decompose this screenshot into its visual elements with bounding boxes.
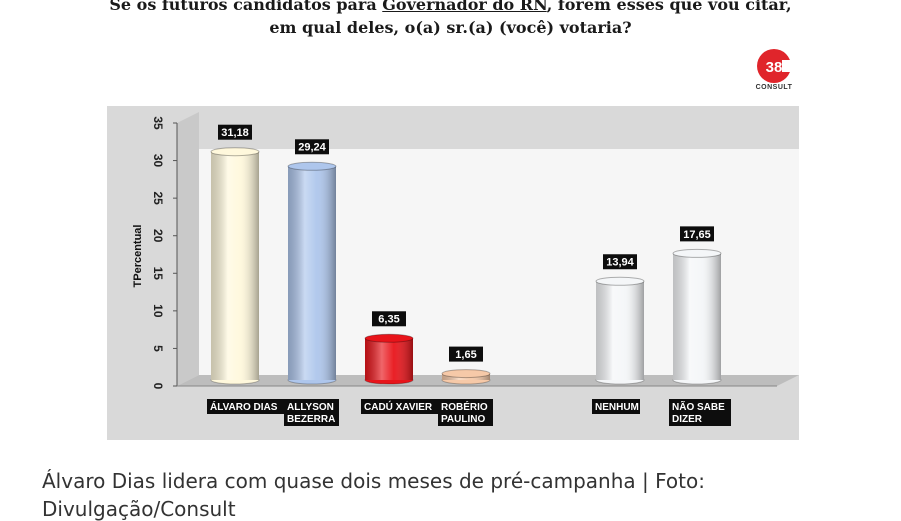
y-tick-label: 15	[151, 267, 165, 281]
data-label: 13,94	[606, 257, 634, 269]
category-label: ALLYSON	[287, 402, 334, 413]
data-label: 17,65	[683, 229, 711, 241]
y-axis-label: TPercentual	[132, 225, 144, 288]
category-label-box	[284, 399, 339, 426]
chart-title-line2: em qual deles, o(a) sr.(a) (você) votari…	[269, 18, 632, 37]
data-label: 29,24	[298, 142, 326, 154]
y-tick-label: 20	[151, 229, 165, 243]
category-label-box	[592, 399, 640, 414]
y-tick-label: 35	[151, 116, 165, 130]
category-label: BEZERRA	[287, 414, 335, 425]
bar-top	[364, 333, 414, 343]
data-label-box	[603, 254, 637, 270]
data-label-box	[295, 139, 329, 155]
data-label: 31,18	[221, 127, 249, 139]
data-label-box	[372, 311, 406, 327]
bar	[364, 333, 414, 385]
category-label: CADÚ XAVIER	[364, 400, 433, 413]
category-label-box	[438, 399, 493, 426]
bar	[595, 276, 645, 385]
chart-title-line1: Se os futuros candidatos para Governador…	[0, 0, 901, 14]
category-label: PAULINO	[441, 414, 485, 425]
category-label: DIZER	[672, 414, 703, 425]
photo-caption-line1: Álvaro Dias lidera com quase dois meses …	[42, 469, 705, 493]
logo-number: 38	[766, 59, 783, 76]
bar-shading	[596, 281, 644, 380]
category-label-box	[207, 399, 290, 414]
category-label: ÁLVARO DIAS	[210, 400, 278, 413]
bar	[441, 369, 491, 385]
category-label-box	[361, 399, 444, 414]
data-label: 6,35	[378, 314, 399, 326]
bar-shading	[211, 151, 259, 380]
consult-logo: 38	[757, 49, 800, 83]
category-label: NÃO SABE	[672, 400, 725, 413]
bar	[210, 147, 260, 385]
y-tick-label: 5	[151, 345, 165, 352]
chart-side-wall	[177, 112, 199, 386]
data-label-box	[449, 346, 483, 362]
y-tick-label: 25	[151, 191, 165, 205]
y-tick-label: 10	[151, 304, 165, 318]
bar-top	[210, 147, 260, 157]
category-label: ROBÉRIO	[441, 400, 488, 413]
logo-word: CONSULT	[755, 84, 793, 91]
bar-top	[672, 248, 722, 258]
photo-caption-line2: Divulgação/Consult	[42, 497, 236, 521]
title-underlined: Governador do RN	[382, 0, 547, 14]
bar-shading	[365, 338, 413, 380]
data-label-box	[218, 124, 252, 140]
bar-top	[441, 369, 491, 379]
data-label-box	[680, 226, 714, 242]
bar-top	[287, 161, 337, 171]
bar-shading	[673, 253, 721, 380]
category-label: NENHUM	[595, 402, 639, 413]
y-tick-label: 30	[151, 154, 165, 168]
bar	[672, 248, 722, 385]
bar	[287, 161, 337, 385]
y-tick-label: 0	[151, 383, 165, 390]
bar-shading	[288, 166, 336, 380]
bar-chart: 0 5 10 15 20 25 30 35 TPercentual 31,18 ÁLVARO DIA…	[132, 112, 799, 426]
category-label-box	[669, 399, 731, 426]
bar-top	[595, 276, 645, 286]
data-label: 1,65	[455, 349, 476, 361]
